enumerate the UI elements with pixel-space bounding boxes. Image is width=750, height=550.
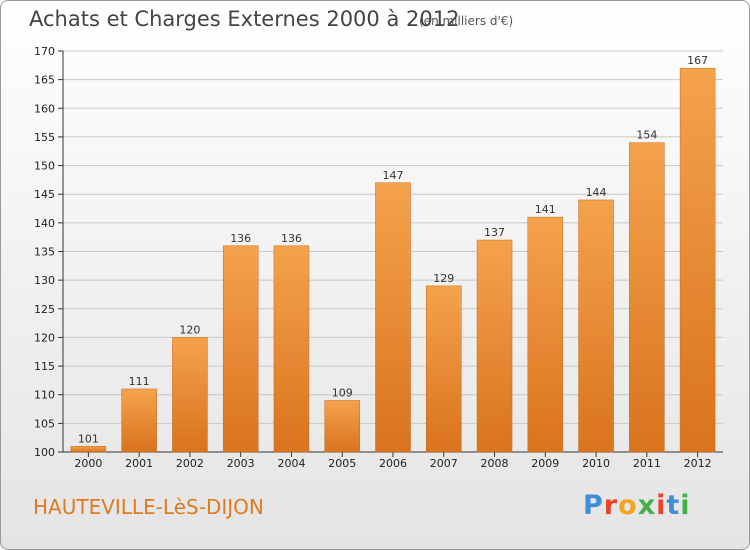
x-tick-label: 2007 — [430, 457, 458, 470]
y-tick-label: 170 — [34, 45, 55, 58]
bar — [527, 216, 564, 453]
chart-title: Achats et Charges Externes 2000 à 2012 — [29, 7, 460, 31]
bar — [629, 142, 665, 453]
bar-value-label: 147 — [383, 169, 404, 182]
bar-value-label: 109 — [332, 386, 353, 399]
bar-value-label: 136 — [281, 232, 302, 245]
bar-value-label: 137 — [484, 226, 505, 239]
y-tick-label: 115 — [34, 360, 55, 373]
bar — [273, 245, 310, 453]
logo-letter: o — [618, 490, 638, 521]
bar — [70, 446, 107, 453]
y-tick-label: 110 — [34, 389, 55, 402]
bar — [578, 199, 614, 453]
x-tick-label: 2010 — [582, 457, 610, 470]
x-tick-label: 2000 — [74, 457, 102, 470]
logo-letter: P — [583, 490, 604, 521]
y-tick-label: 120 — [34, 331, 55, 344]
bar-value-label: 141 — [535, 203, 556, 216]
bar — [121, 388, 157, 453]
y-tick-label: 130 — [34, 274, 55, 287]
logo-letter: r — [603, 490, 619, 521]
logo-letter: i — [680, 490, 691, 521]
x-tick-label: 2012 — [684, 457, 712, 470]
x-tick-label: 2006 — [379, 457, 407, 470]
y-tick-label: 145 — [34, 188, 55, 201]
logo-letter: t — [666, 490, 681, 521]
town-name: HAUTEVILLE-LèS-DIJON — [33, 495, 264, 519]
proxiti-logo[interactable]: Proxiti — [583, 490, 691, 521]
y-tick-label: 100 — [34, 446, 55, 459]
y-tick-label: 105 — [34, 417, 55, 430]
y-tick-label: 150 — [34, 160, 55, 173]
y-tick-label: 125 — [34, 303, 55, 316]
x-tick-label: 2001 — [125, 457, 153, 470]
y-tick-label: 155 — [34, 131, 55, 144]
x-tick-label: 2009 — [531, 457, 559, 470]
bar-value-label: 120 — [179, 323, 200, 336]
bar-value-label: 167 — [687, 54, 708, 67]
logo-letter: x — [637, 490, 657, 521]
chart-subtitle: (en milliers d'€) — [419, 14, 514, 28]
labels: 100 105 110 115 120 125 130 135 140 145 150 155 160 1… — [34, 45, 712, 470]
bar — [375, 182, 411, 453]
bar-value-label: 144 — [586, 186, 607, 199]
bar — [679, 67, 716, 453]
x-tick-label: 2003 — [227, 457, 255, 470]
x-tick-label: 2002 — [176, 457, 204, 470]
bar — [426, 285, 462, 453]
x-tick-label: 2008 — [481, 457, 509, 470]
bar-value-label: 136 — [230, 232, 251, 245]
bar — [324, 400, 360, 453]
x-tick-label: 2004 — [277, 457, 305, 470]
bar-value-label: 111 — [129, 375, 150, 388]
bar-value-label: 101 — [78, 432, 99, 445]
x-tick-label: 2005 — [328, 457, 356, 470]
bar — [222, 245, 259, 453]
bar — [476, 239, 513, 453]
y-tick-label: 140 — [34, 217, 55, 230]
bars — [70, 67, 716, 453]
y-tick-label: 160 — [34, 102, 55, 115]
bar-value-label: 129 — [433, 272, 454, 285]
bar-value-label: 154 — [636, 129, 657, 142]
logo-letter: i — [656, 490, 667, 521]
y-tick-label: 165 — [34, 74, 55, 87]
bar — [172, 337, 208, 453]
x-tick-label: 2011 — [633, 457, 661, 470]
y-tick-label: 135 — [34, 246, 55, 259]
